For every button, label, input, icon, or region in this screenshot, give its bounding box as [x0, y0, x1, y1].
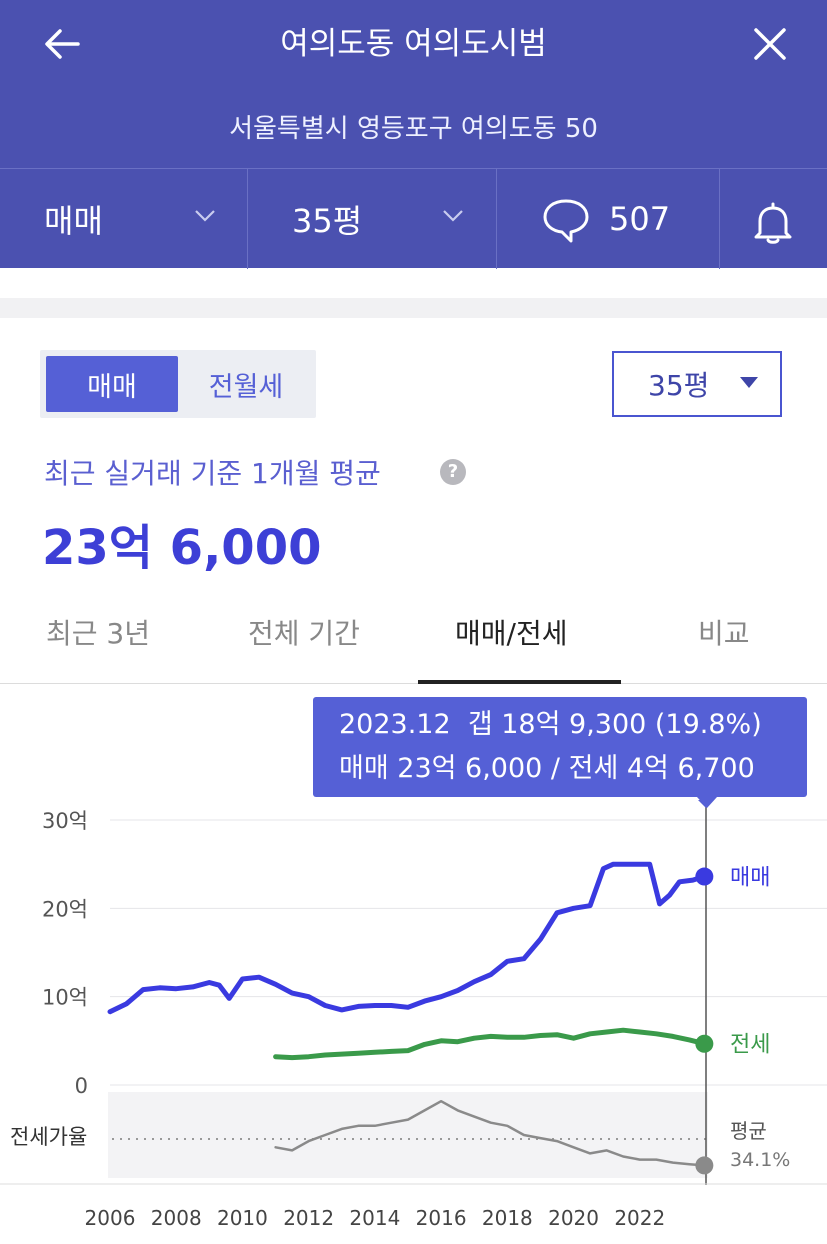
- tab-recent-3y[interactable]: 최근 3년: [46, 617, 150, 650]
- area-select-value: 35평: [648, 369, 710, 402]
- chevron-down-icon: [195, 210, 215, 222]
- help-icon[interactable]: ?: [440, 459, 466, 485]
- x-tick-label: 2006: [85, 1206, 136, 1230]
- tab-all-period[interactable]: 전체 기간: [248, 617, 360, 650]
- page-title: 여의도동 여의도시범: [280, 26, 547, 62]
- jeonse-series-label: 전세: [730, 1033, 770, 1058]
- alarm-button[interactable]: [720, 169, 827, 269]
- toggle-rent[interactable]: 전월세: [208, 371, 284, 403]
- comments-button[interactable]: 507: [497, 169, 720, 269]
- tab-divider: [0, 683, 827, 684]
- x-tick-label: 2008: [151, 1206, 202, 1230]
- filter-bar: 매매 35평 507: [0, 168, 827, 269]
- x-tick-label: 2022: [614, 1206, 665, 1230]
- jeonse-ratio-line: [274, 1099, 706, 1167]
- close-icon[interactable]: [748, 22, 792, 66]
- sale-price-line: [107, 861, 707, 1015]
- average-price: 23억 6,000: [42, 520, 322, 576]
- y-tick-label: 0: [75, 1074, 88, 1098]
- speech-bubble-icon: [543, 199, 589, 243]
- area-dropdown[interactable]: 35평: [248, 169, 497, 269]
- arrow-left-icon[interactable]: [40, 22, 84, 66]
- area-select[interactable]: 35평: [612, 351, 782, 417]
- x-tick-label: 2018: [482, 1206, 533, 1230]
- comment-count: 507: [609, 200, 671, 238]
- jeonse-price-line: [273, 1027, 707, 1061]
- ratio-band-bg: [108, 1092, 708, 1178]
- ratio-last-point: [695, 1156, 714, 1175]
- chart-tooltip: 2023.12 갭 18억 9,300 (19.8%) 매매 23억 6,000…: [313, 697, 807, 808]
- cursor-arrow: [698, 800, 714, 808]
- ratio-axis-label: 전세가율: [10, 1125, 87, 1149]
- y-tick-label: 20억: [42, 897, 88, 921]
- address: 서울특별시 영등포구 여의도동 50: [229, 114, 598, 144]
- deal-type-label: 매매: [44, 202, 103, 240]
- chevron-down-icon: [443, 210, 463, 222]
- bell-icon: [754, 202, 792, 244]
- sale-series-label: 매매: [730, 866, 770, 891]
- x-tick-label: 2010: [217, 1206, 268, 1230]
- tab-sale-jeonse[interactable]: 매매/전세: [455, 617, 568, 650]
- tooltip-line-gap: 2023.12 갭 18억 9,300 (19.8%): [339, 709, 762, 740]
- deal-type-dropdown[interactable]: 매매: [0, 169, 248, 269]
- sale-last-point: [695, 867, 714, 886]
- section-divider: [0, 298, 827, 318]
- x-tick-label: 2014: [349, 1206, 400, 1230]
- y-tick-label: 10억: [42, 986, 88, 1010]
- caret-down-icon: [740, 377, 758, 388]
- x-tick-label: 2012: [283, 1206, 334, 1230]
- ratio-average-label: 평균: [730, 1119, 767, 1143]
- tab-compare[interactable]: 비교: [698, 617, 750, 650]
- app-header: 여의도동 여의도시범 서울특별시 영등포구 여의도동 50 매매 35평 507: [0, 0, 827, 269]
- x-tick-label: 2016: [416, 1206, 467, 1230]
- x-tick-label: 2020: [548, 1206, 599, 1230]
- summary-label: 최근 실거래 기준 1개월 평균: [44, 457, 381, 490]
- jeonse-last-point: [695, 1034, 714, 1053]
- tooltip-line-prices: 매매 23억 6,000 / 전세 4억 6,700: [339, 753, 755, 784]
- y-tick-label: 30억: [42, 809, 88, 833]
- tab-active-indicator: [418, 680, 621, 684]
- toggle-sale[interactable]: 매매: [46, 356, 178, 412]
- ratio-last-value: 34.1%: [730, 1149, 790, 1171]
- deal-toggle: 매매 전월세: [40, 350, 316, 418]
- area-label: 35평: [292, 202, 363, 240]
